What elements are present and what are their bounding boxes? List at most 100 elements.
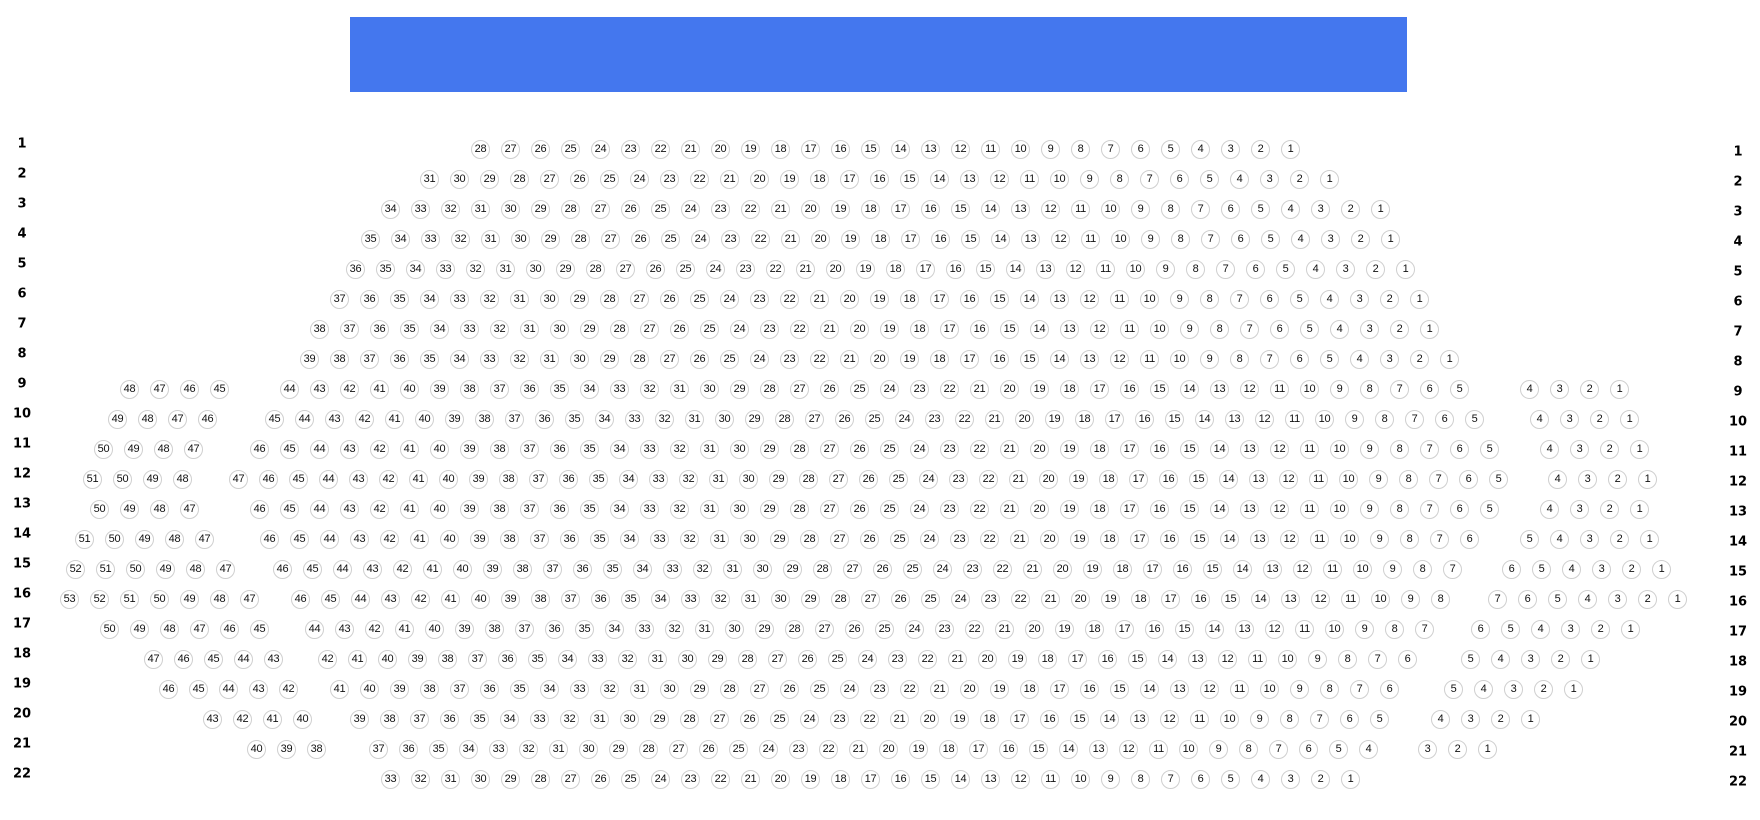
seat[interactable]: 43: [350, 530, 369, 549]
seat[interactable]: 52: [66, 560, 85, 579]
seat[interactable]: 13: [1170, 680, 1189, 699]
seat[interactable]: 40: [415, 410, 434, 429]
seat[interactable]: 33: [681, 590, 700, 609]
seat[interactable]: 6: [1398, 650, 1417, 669]
seat[interactable]: 29: [745, 410, 764, 429]
seat[interactable]: 7: [1405, 410, 1424, 429]
seat[interactable]: 20: [870, 350, 889, 369]
seat[interactable]: 33: [650, 530, 669, 549]
seat[interactable]: 25: [690, 290, 709, 309]
seat[interactable]: 24: [591, 140, 610, 159]
seat[interactable]: 15: [1165, 410, 1184, 429]
seat[interactable]: 5: [1221, 770, 1240, 789]
seat[interactable]: 18: [1085, 620, 1104, 639]
seat[interactable]: 18: [1100, 530, 1119, 549]
seat[interactable]: 9: [1080, 170, 1099, 189]
seat[interactable]: 18: [831, 770, 850, 789]
seat[interactable]: 20: [1053, 560, 1072, 579]
seat[interactable]: 36: [360, 290, 379, 309]
seat[interactable]: 41: [409, 470, 428, 489]
seat[interactable]: 46: [180, 380, 199, 399]
seat[interactable]: 44: [333, 560, 352, 579]
seat[interactable]: 2: [1622, 560, 1641, 579]
seat[interactable]: 37: [360, 350, 379, 369]
seat[interactable]: 43: [340, 500, 359, 519]
seat[interactable]: 22: [751, 230, 770, 249]
seat[interactable]: 21: [1000, 500, 1019, 519]
seat[interactable]: 26: [860, 530, 879, 549]
seat[interactable]: 48: [210, 590, 229, 609]
seat[interactable]: 23: [711, 200, 730, 219]
seat[interactable]: 47: [150, 380, 169, 399]
seat[interactable]: 6: [1502, 560, 1521, 579]
seat[interactable]: 1: [1638, 470, 1657, 489]
seat[interactable]: 26: [670, 320, 689, 339]
seat[interactable]: 9: [1209, 740, 1228, 759]
seat[interactable]: 41: [410, 530, 429, 549]
seat[interactable]: 23: [981, 590, 1000, 609]
seat[interactable]: 36: [520, 380, 539, 399]
seat[interactable]: 28: [720, 680, 739, 699]
seat[interactable]: 17: [1115, 620, 1134, 639]
seat[interactable]: 44: [320, 530, 339, 549]
seat[interactable]: 30: [700, 380, 719, 399]
seat[interactable]: 33: [625, 410, 644, 429]
seat[interactable]: 18: [1020, 680, 1039, 699]
seat[interactable]: 5: [1251, 200, 1270, 219]
seat[interactable]: 5: [1300, 320, 1319, 339]
seat[interactable]: 36: [346, 260, 365, 279]
seat[interactable]: 6: [1231, 230, 1250, 249]
seat[interactable]: 42: [365, 620, 384, 639]
seat[interactable]: 16: [1173, 560, 1192, 579]
seat[interactable]: 17: [1090, 380, 1109, 399]
seat[interactable]: 10: [1353, 560, 1372, 579]
seat[interactable]: 27: [640, 320, 659, 339]
seat[interactable]: 39: [470, 530, 489, 549]
seat[interactable]: 4: [1330, 320, 1349, 339]
seat[interactable]: 31: [695, 620, 714, 639]
seat[interactable]: 4: [1230, 170, 1249, 189]
seat[interactable]: 48: [120, 380, 139, 399]
seat[interactable]: 1: [1381, 230, 1400, 249]
seat[interactable]: 8: [1210, 320, 1229, 339]
seat[interactable]: 3: [1521, 650, 1540, 669]
seat[interactable]: 3: [1570, 500, 1589, 519]
seat[interactable]: 38: [490, 500, 509, 519]
seat[interactable]: 20: [1025, 620, 1044, 639]
seat[interactable]: 30: [730, 500, 749, 519]
seat[interactable]: 16: [1191, 590, 1210, 609]
seat[interactable]: 14: [1140, 680, 1159, 699]
seat[interactable]: 26: [699, 740, 718, 759]
seat[interactable]: 1: [1341, 770, 1360, 789]
seat[interactable]: 43: [310, 380, 329, 399]
seat[interactable]: 38: [490, 440, 509, 459]
seat[interactable]: 12: [990, 170, 1009, 189]
seat[interactable]: 9: [1041, 140, 1060, 159]
seat[interactable]: 44: [310, 440, 329, 459]
seat[interactable]: 33: [640, 440, 659, 459]
seat[interactable]: 36: [480, 680, 499, 699]
seat[interactable]: 16: [1159, 470, 1178, 489]
seat[interactable]: 34: [381, 200, 400, 219]
seat[interactable]: 31: [549, 740, 568, 759]
seat[interactable]: 17: [891, 200, 910, 219]
seat[interactable]: 15: [1110, 680, 1129, 699]
seat[interactable]: 1: [1410, 290, 1429, 309]
seat[interactable]: 26: [873, 560, 892, 579]
seat[interactable]: 28: [610, 320, 629, 339]
seat[interactable]: 2: [1341, 200, 1360, 219]
seat[interactable]: 7: [1310, 710, 1329, 729]
seat[interactable]: 4: [1474, 680, 1493, 699]
seat[interactable]: 24: [895, 410, 914, 429]
seat[interactable]: 4: [1578, 590, 1597, 609]
seat[interactable]: 18: [886, 260, 905, 279]
seat[interactable]: 14: [1205, 620, 1224, 639]
seat[interactable]: 14: [1210, 440, 1229, 459]
seat[interactable]: 32: [670, 440, 689, 459]
seat[interactable]: 32: [490, 320, 509, 339]
seat[interactable]: 4: [1491, 650, 1510, 669]
seat[interactable]: 17: [1161, 590, 1180, 609]
seat[interactable]: 4: [1520, 380, 1539, 399]
seat[interactable]: 24: [880, 380, 899, 399]
seat[interactable]: 22: [741, 200, 760, 219]
